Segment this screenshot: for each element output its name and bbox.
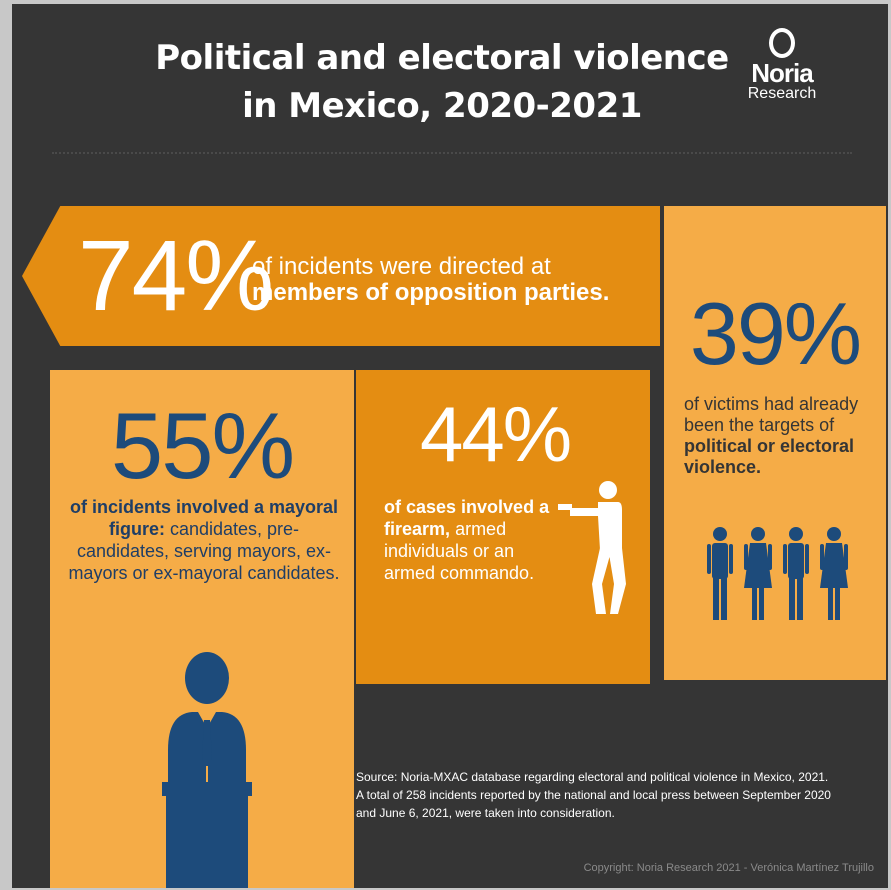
stat-mayoral-value: 55% — [110, 393, 295, 498]
stat-mayoral-text-plain: candidates, pre-candidates, serving mayo… — [68, 519, 340, 583]
title-line-1: Political and electoral violence — [155, 38, 729, 78]
logo-subtitle: Research — [747, 85, 817, 102]
noria-logo: Noria Research — [732, 28, 832, 102]
shooter-icon — [558, 481, 626, 614]
stat-victims-text: of victims had already been the targets … — [684, 394, 874, 478]
stat-opposition-text-bold: members of opposition parties. — [252, 279, 610, 306]
people-icon — [707, 527, 848, 620]
copyright: Copyright: Noria Research 2021 - Verónic… — [583, 862, 874, 874]
title-line-2: in Mexico, 2020-2021 — [242, 86, 642, 126]
stat-opposition-text: of incidents were directed at members of… — [252, 254, 609, 306]
stat-mayoral-text-bold: of incidents involved a mayoral figure: — [69, 497, 339, 539]
stat-victims-value: 39% — [689, 284, 862, 383]
logo-name: Noria — [751, 58, 813, 88]
stat-opposition-text-plain: of incidents were directed at — [252, 253, 551, 280]
stat-mayoral-card: 55% of incidents involved a mayoral figu… — [50, 370, 354, 888]
stat-firearm-value: 44% — [420, 390, 572, 478]
infographic: Political and electoral violence in Mexi… — [12, 4, 888, 888]
stat-victims-card: 39% of victims had already been the targ… — [664, 206, 886, 680]
stat-mayoral-text: of incidents involved a mayoral figure: … — [64, 496, 344, 584]
stat-firearm-text: of cases involved a firearm, armed indiv… — [384, 496, 554, 584]
source-note: Source: Noria-MXAC database regarding el… — [356, 770, 831, 820]
stat-opposition-banner: 74% of incidents were directed at member… — [22, 206, 660, 346]
speaker-podium-icon — [162, 652, 252, 888]
stat-opposition-value: 74% — [78, 220, 274, 332]
divider — [52, 152, 852, 154]
stat-firearm-text-plain: armed individuals or an armed commando. — [384, 519, 535, 583]
page-title: Political and electoral violence in Mexi… — [132, 34, 752, 130]
stat-firearm-card: 44% of cases involved a firearm, armed i… — [356, 370, 650, 684]
stat-victims-text-plain: of victims had already been the targets … — [684, 394, 859, 435]
logo-ring-icon — [769, 28, 795, 58]
stat-victims-text-bold: political or electoral violence. — [684, 436, 855, 477]
stat-firearm-text-bold: of cases involved a firearm, — [384, 497, 550, 539]
